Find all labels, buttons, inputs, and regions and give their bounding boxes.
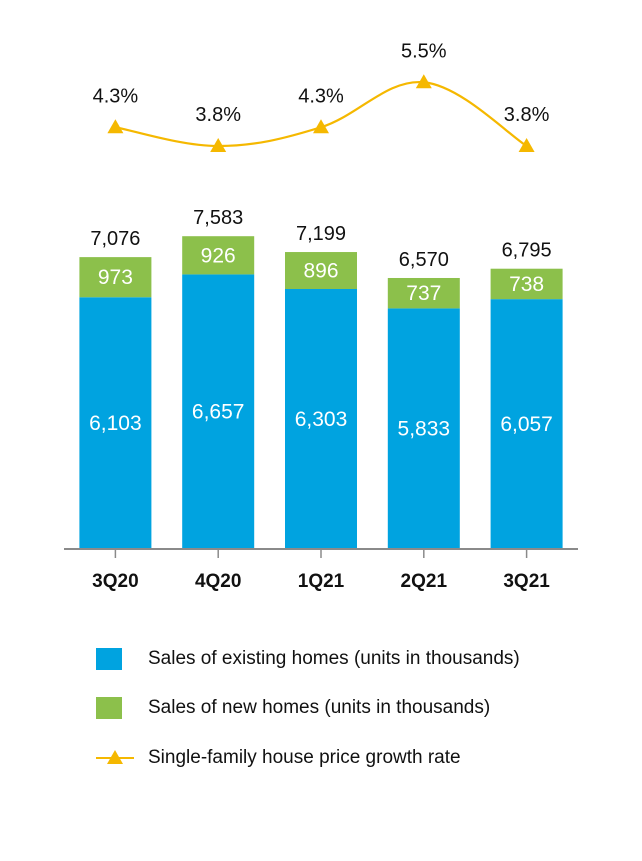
bar-existing-4Q20 [182,274,255,549]
growth-point-3Q20 [107,119,124,134]
legend-swatch-new-homes [96,697,122,719]
label-total-4Q20: 7,583 [193,207,243,229]
bar-existing-3Q20 [79,297,152,549]
bar-new-4Q20 [182,236,255,275]
label-new-1Q21: 896 [303,260,338,283]
legend-item-existing-homes: Sales of existing homes (units in thousa… [96,644,520,674]
growth-label-2Q21: 5.5% [401,40,447,62]
growth-point-4Q20 [210,138,227,152]
labels-layer: 6,103 973 7,076 6,657 926 7,583 6,303 896 7,199 5… [89,40,553,440]
growth-point-1Q21 [313,119,329,134]
label-new-3Q20: 973 [98,266,133,289]
line-layer [107,74,535,152]
label-total-1Q21: 7,199 [296,223,346,245]
label-total-2Q21: 6,570 [399,249,449,271]
x-tick-label-4Q20: 4Q20 [195,571,241,592]
bar-existing-1Q21 [285,289,357,549]
label-existing-2Q21: 5,833 [398,418,451,441]
label-existing-3Q20: 6,103 [89,412,142,435]
legend-label-price-growth: Single-family house price growth rate [148,747,461,768]
bar-new-1Q21 [285,252,357,290]
growth-label-3Q20: 4.3% [93,85,139,107]
legend-label-new-homes: Sales of new homes (units in thousands) [148,697,491,718]
label-total-3Q20: 7,076 [90,228,140,250]
x-tick-label-3Q21: 3Q21 [503,571,550,592]
bar-new-3Q21 [490,268,563,300]
growth-label-1Q21: 4.3% [298,85,344,107]
label-total-3Q21: 6,795 [502,240,552,262]
growth-point-2Q21 [415,74,432,89]
bar-new-3Q20 [79,257,152,298]
bar-existing-2Q21 [387,308,460,549]
label-existing-1Q21: 6,303 [295,408,348,431]
x-tick-label-2Q21: 2Q21 [401,571,448,592]
label-new-2Q21: 737 [406,282,441,305]
x-tick-label-3Q20: 3Q20 [92,571,138,592]
legend-line-marker-icon [96,747,134,769]
growth-label-3Q21: 3.8% [504,104,550,126]
growth-label-4Q20: 3.8% [195,104,241,126]
legend-label-existing-homes: Sales of existing homes (units in thousa… [148,648,520,669]
x-tick-label-1Q21: 1Q21 [298,571,345,592]
growth-point-3Q21 [518,138,535,152]
bar-new-2Q21 [387,277,460,309]
label-new-4Q20: 926 [201,244,236,267]
label-existing-3Q21: 6,057 [500,413,553,436]
bar-existing-3Q21 [490,299,563,549]
bars-layer [79,236,563,549]
label-existing-4Q20: 6,657 [192,401,245,424]
legend-item-price-growth: Single-family house price growth rate [96,743,461,773]
x-axis: 3Q20 4Q20 1Q21 2Q21 3Q21 [64,548,578,592]
label-new-3Q21: 738 [509,273,544,296]
legend-item-new-homes: Sales of new homes (units in thousands) [96,693,490,723]
legend-swatch-existing-homes [96,648,122,670]
